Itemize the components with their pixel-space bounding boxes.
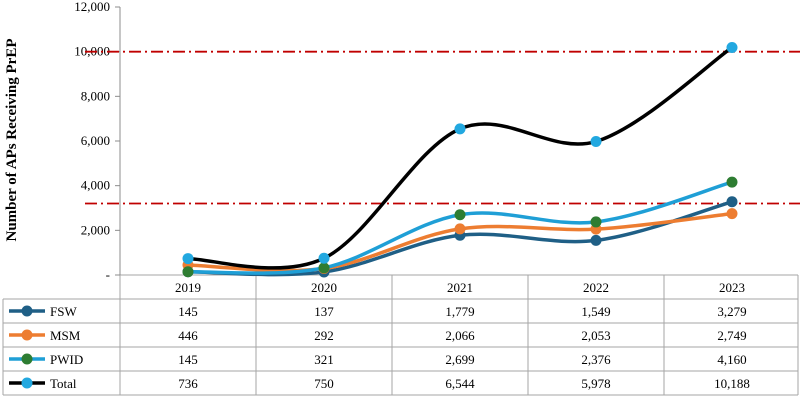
data-label-total: 5,978: [581, 376, 610, 391]
legend-marker-fsw: [21, 305, 33, 317]
y-tick-label: 2,000: [81, 222, 110, 237]
data-point-pwid: [318, 262, 330, 274]
data-label-fsw: 1,779: [445, 304, 474, 319]
y-tick-label: 8,000: [81, 88, 110, 103]
data-point-total: [318, 252, 330, 264]
series-total: [182, 41, 738, 270]
x-tick-label: 2022: [583, 280, 609, 295]
series-layer: [182, 41, 738, 278]
data-label-msm: 2,053: [581, 328, 610, 343]
table-grid: [2, 274, 799, 396]
data-point-pwid: [590, 216, 602, 228]
data-point-total: [726, 41, 738, 53]
legend-label-total: Total: [50, 376, 77, 391]
y-tick-label: -: [106, 267, 110, 282]
data-label-total: 10,188: [714, 376, 750, 391]
data-label-fsw: 3,279: [717, 304, 746, 319]
data-label-total: 6,544: [445, 376, 475, 391]
data-label-fsw: 137: [314, 304, 334, 319]
data-label-pwid: 2,699: [445, 352, 474, 367]
x-tick-label: 2021: [447, 280, 473, 295]
data-point-total: [182, 253, 194, 265]
data-label-pwid: 2,376: [581, 352, 611, 367]
data-point-pwid: [182, 266, 194, 278]
legend-marker-total: [21, 377, 33, 389]
series-pwid: [182, 176, 738, 278]
data-label-total: 750: [314, 376, 334, 391]
data-label-msm: 2,066: [445, 328, 475, 343]
data-point-fsw: [590, 234, 602, 246]
data-point-total: [590, 135, 602, 147]
data-label-msm: 446: [178, 328, 198, 343]
data-point-fsw: [726, 196, 738, 208]
data-label-msm: 292: [314, 328, 334, 343]
data-table: 2019 2020 2021 2022 2023 FSW 145 137 1,779 1,549 3…: [9, 280, 750, 391]
data-label-fsw: 1,549: [581, 304, 610, 319]
legend-label-fsw: FSW: [50, 304, 77, 319]
x-tick-label: 2023: [719, 280, 745, 295]
data-label-total: 736: [178, 376, 198, 391]
legend-label-msm: MSM: [50, 328, 81, 343]
y-tick-label: 4,000: [81, 178, 110, 193]
data-point-total: [454, 123, 466, 135]
x-tick-label: 2020: [311, 280, 337, 295]
x-tick-label: 2019: [175, 280, 201, 295]
data-label-pwid: 321: [314, 352, 334, 367]
legend-marker-msm: [21, 329, 33, 341]
data-label-msm: 2,749: [717, 328, 746, 343]
y-axis-title: Number of APs Receiving PrEP: [4, 38, 20, 241]
data-point-msm: [454, 223, 466, 235]
y-tick-label: 6,000: [81, 133, 110, 148]
data-label-pwid: 145: [178, 352, 198, 367]
reference-lines: [85, 50, 800, 205]
data-label-fsw: 145: [178, 304, 198, 319]
legend-label-pwid: PWID: [50, 352, 83, 367]
legend-marker-pwid: [21, 353, 33, 365]
data-point-msm: [726, 208, 738, 220]
data-point-pwid: [454, 209, 466, 221]
series-line-msm: [186, 211, 734, 273]
data-point-pwid: [726, 176, 738, 188]
data-label-pwid: 4,160: [717, 352, 746, 367]
y-tick-label: 12,000: [74, 0, 110, 14]
